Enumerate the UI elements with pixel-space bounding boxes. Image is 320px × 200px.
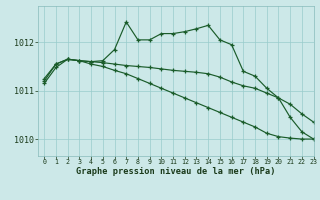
X-axis label: Graphe pression niveau de la mer (hPa): Graphe pression niveau de la mer (hPa) — [76, 167, 276, 176]
